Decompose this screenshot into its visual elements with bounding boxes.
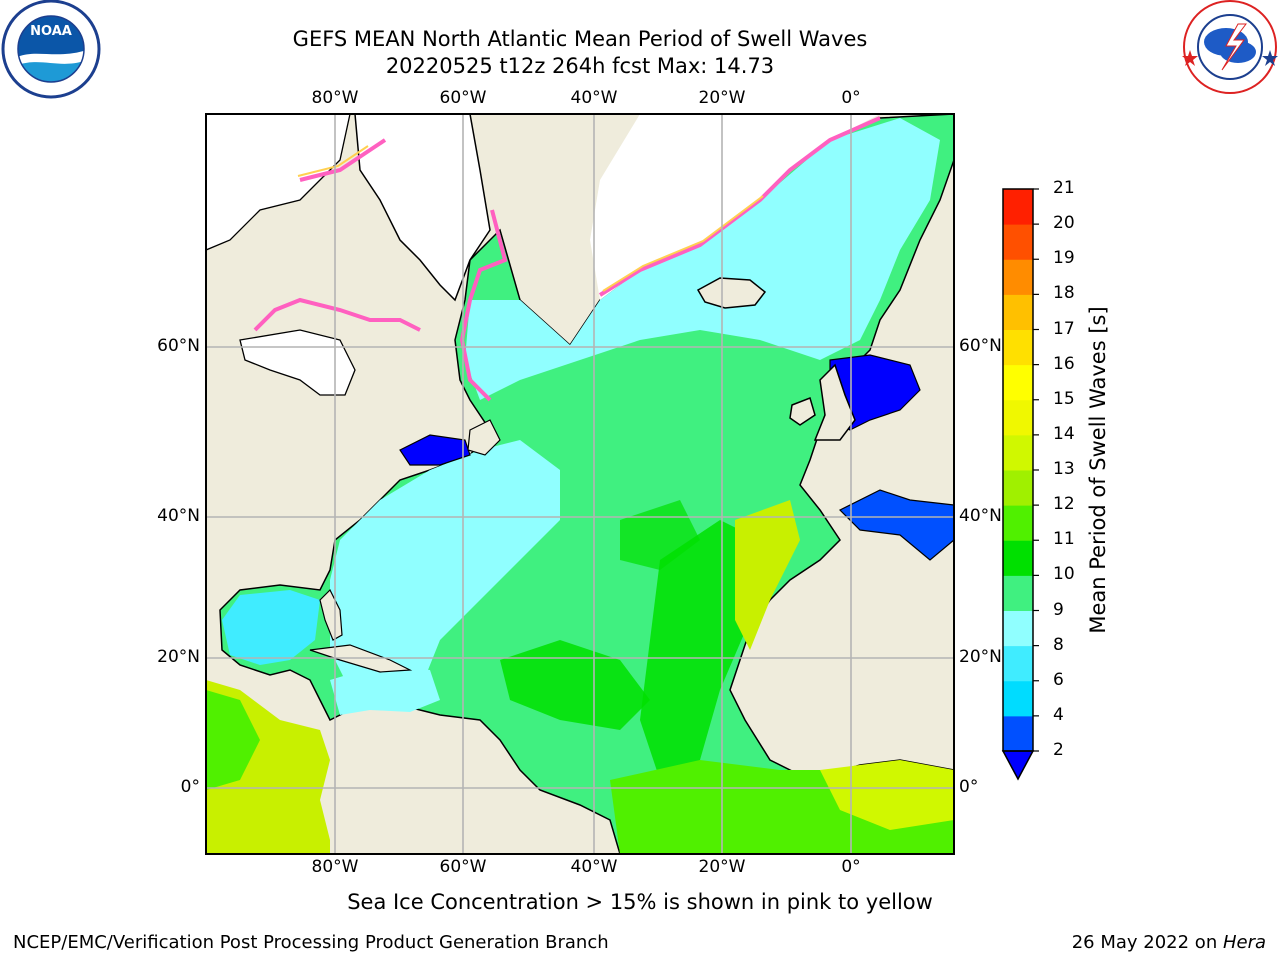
colorbar-segment [1003, 259, 1033, 295]
x-tick-bottom: 80°W [311, 857, 359, 877]
graticule [206, 114, 954, 854]
x-tick-top: 80°W [311, 88, 359, 108]
st-lawrence [399, 434, 471, 466]
sea-ice-yellow-1 [297, 145, 369, 177]
map-frame [205, 113, 955, 855]
colorbar [1001, 188, 1039, 781]
chart-subtitle: 20220525 t12z 264h fcst Max: 14.73 [385, 54, 775, 78]
y-tick-right: 0° [959, 777, 979, 797]
footer-producer: NCEP/EMC/Verification Post Processing Pr… [13, 932, 609, 953]
colorbar-segment [1003, 575, 1033, 611]
cyan-region-west [330, 440, 560, 700]
sea-ice-note: Sea Ice Concentration > 15% is shown in … [347, 890, 933, 914]
great-britain [813, 363, 856, 441]
y-tick-right: 20°N [959, 647, 1002, 667]
colorbar-tick-label: 20 [1053, 213, 1075, 234]
pacific-green-band [206, 690, 260, 790]
yellow-patch-africa-coast [735, 500, 800, 650]
iceland [696, 277, 767, 309]
colorbar-tick-label: 11 [1053, 529, 1075, 550]
colorbar-tick-label: 8 [1053, 634, 1064, 655]
footer-host: Hera [1222, 932, 1266, 953]
x-tick-bottom: 60°W [439, 857, 487, 877]
y-tick-left: 0° [180, 777, 200, 797]
y-tick-left: 60°N [157, 336, 200, 356]
colorbar-segment [1003, 610, 1033, 647]
x-tick-top: 20°W [698, 88, 746, 108]
colorbar-tick-label: 21 [1053, 178, 1075, 198]
colorbar-segment [1003, 364, 1033, 401]
colorbar-segment [1003, 540, 1033, 576]
x-tick-top: 60°W [439, 88, 487, 108]
florida [319, 588, 343, 641]
colorbar-tick-label: 6 [1053, 669, 1064, 690]
sea-ice-arctic-edge [598, 116, 881, 297]
cyan-region-gulf [222, 590, 320, 665]
canadian-archipelago [206, 114, 351, 251]
footer-date: 26 May 2022 on Hera [1072, 932, 1266, 953]
noaa-logo: NOAA [1, 0, 101, 99]
green-patch-east [640, 520, 760, 780]
cyan-region-north [465, 118, 940, 400]
colorbar-tick-label: 17 [1053, 318, 1075, 339]
x-tick-bottom: 20°W [698, 857, 746, 877]
map-area [206, 114, 954, 854]
colorbar-tick-label: 18 [1053, 283, 1075, 304]
colorbar-segment [1003, 680, 1033, 717]
y-tick-right: 60°N [959, 336, 1002, 356]
colorbar-tick-label: 19 [1053, 248, 1075, 269]
colorbar-segment [1003, 715, 1033, 752]
ireland [789, 397, 816, 426]
colorbar-segment [1003, 329, 1033, 366]
colorbar-segment [1003, 224, 1033, 260]
chart-title: GEFS MEAN North Atlantic Mean Period of … [292, 27, 868, 51]
cyan-region-caribbean [330, 665, 440, 715]
greenland [354, 114, 491, 302]
sea-ice-yellow-2 [602, 195, 764, 292]
x-tick-bottom: 0° [841, 857, 861, 877]
green-patch-central [500, 640, 650, 730]
y-tick-left: 20°N [157, 647, 200, 667]
colorbar-segment [1003, 434, 1033, 471]
colorbar-tick-label: 14 [1053, 423, 1075, 444]
sea-ice-hudson [253, 297, 421, 332]
colorbar-tick-label: 4 [1053, 704, 1064, 725]
x-tick-top: 40°W [570, 88, 618, 108]
colorbar-label: Mean Period of Swell Waves [s] [1086, 306, 1110, 634]
y-tick-left: 40°N [157, 506, 200, 526]
x-tick-top: 0° [841, 88, 861, 108]
newfoundland [467, 419, 501, 456]
colorbar-tick-label: 15 [1053, 388, 1075, 409]
colorbar-segment [1003, 470, 1033, 506]
y-tick-right: 40°N [959, 506, 1002, 526]
colorbar-segment [1003, 645, 1033, 682]
footer-date-text: 26 May 2022 on [1071, 932, 1223, 953]
mediterranean [838, 489, 954, 561]
colorbar-tick-label: 10 [1053, 564, 1075, 585]
colorbar-segment [1003, 399, 1033, 436]
yellow-patch-gulf-guinea [820, 760, 954, 830]
sea-ice-baffin [299, 138, 387, 182]
nws-logo [1182, 0, 1278, 94]
colorbar-tick-label: 9 [1053, 599, 1064, 620]
colorbar-tick-label: 2 [1053, 740, 1064, 760]
arctic-ice [590, 114, 880, 300]
colorbar-under-triangle [1001, 750, 1035, 781]
colorbar-segment [1003, 505, 1033, 541]
colorbar-segment [1003, 294, 1033, 330]
noaa-logo-text: NOAA [30, 24, 72, 39]
colorbar-tick-label: 16 [1053, 353, 1075, 374]
x-tick-bottom: 40°W [570, 857, 618, 877]
colorbar-segment [1003, 189, 1033, 225]
sea-ice-greenland-east [459, 209, 508, 402]
colorbar-tick-label: 13 [1053, 459, 1075, 479]
colorbar-tick-label: 12 [1053, 494, 1075, 515]
